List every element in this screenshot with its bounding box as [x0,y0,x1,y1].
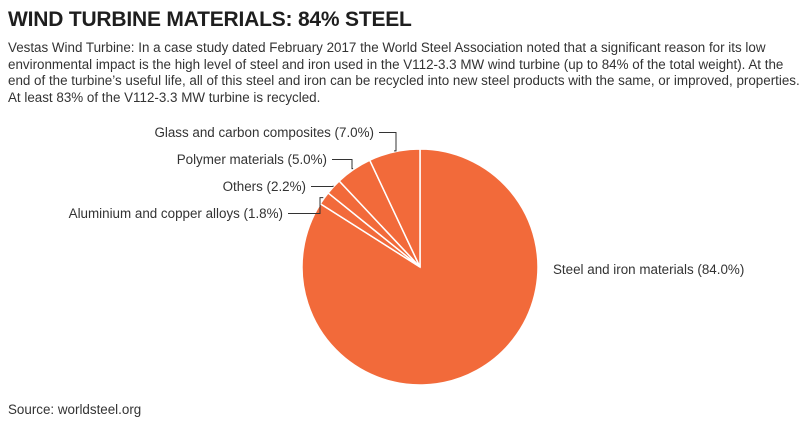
slice-label-glass-and-carbon-composites: Glass and carbon composites (7.0%) [154,125,374,140]
slice-label-aluminium-and-copper-alloys: Aluminium and copper alloys (1.8%) [69,206,283,221]
chart-description: Vestas Wind Turbine: In a case study dat… [8,40,800,105]
source-note: Source: worldsteel.org [8,402,142,417]
leader-line-glass-and-carbon-composites [379,132,397,152]
leader-line-polymer-materials [332,159,354,170]
slice-label-steel-and-iron-materials: Steel and iron materials (84.0%) [553,262,744,277]
slice-label-polymer-materials: Polymer materials (5.0%) [177,152,327,167]
leader-line-aluminium-and-copper-alloys [288,197,324,214]
chart-title: WIND TURBINE MATERIALS: 84% STEEL [8,8,412,31]
leader-lines [288,132,397,214]
slice-labels: Steel and iron materials (84.0%) Aluminiu… [69,125,745,277]
slice-label-others: Others (2.2%) [223,179,306,194]
pie-slices [301,148,539,386]
pie-slice-glass-and-carbon-composites [368,148,421,268]
